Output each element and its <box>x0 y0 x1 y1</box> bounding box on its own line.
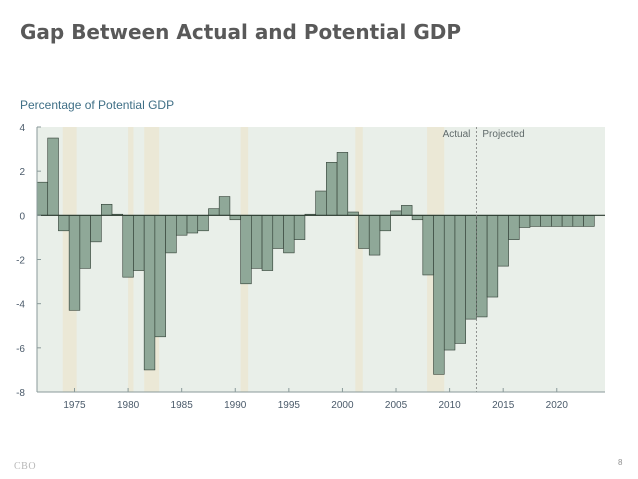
gdp-gap-bar <box>240 215 252 285</box>
gdp-gap-bar <box>261 215 274 271</box>
y-tick-label: 2 <box>19 167 25 178</box>
actual-annotation: Actual <box>443 129 471 140</box>
gdp-gap-bar <box>336 152 349 216</box>
gdp-gap-bar <box>486 215 499 298</box>
gdp-gap-bar <box>326 162 338 216</box>
gdp-gap-bar <box>551 215 563 227</box>
y-axis-label: Percentage of Potential GDP <box>20 98 174 112</box>
gdp-gap-bar <box>497 215 509 267</box>
x-tick-label: 1975 <box>63 400 86 411</box>
gdp-gap-bar <box>251 215 263 269</box>
y-tick-label: -8 <box>16 388 25 399</box>
gdp-gap-bar <box>79 215 91 269</box>
gdp-gap-bar <box>90 215 102 243</box>
gdp-gap-bar <box>443 215 456 351</box>
gdp-gap-bar <box>454 215 466 344</box>
gdp-gap-bar <box>283 215 295 254</box>
gdp-gap-bar <box>272 215 284 249</box>
gdp-gap-bar <box>218 196 231 216</box>
gdp-gap-bar <box>379 215 391 232</box>
gdp-gap-bar <box>583 215 595 227</box>
gdp-gap-bar <box>561 215 574 227</box>
x-tick-label: 1995 <box>278 400 301 411</box>
gdp-gap-bar <box>47 137 59 216</box>
gdp-gap-bar <box>540 215 552 227</box>
gdp-gap-bar <box>358 215 370 249</box>
gdp-gap-bar <box>401 205 413 216</box>
gdp-gap-bar <box>176 215 188 236</box>
gdp-gap-bar <box>229 215 241 221</box>
x-tick-label: 2020 <box>546 400 569 411</box>
gdp-gap-bar <box>143 215 156 371</box>
gdp-gap-bar <box>68 215 81 311</box>
y-tick-label: 4 <box>19 123 25 134</box>
gdp-gap-bar <box>433 215 445 375</box>
recession-band <box>355 127 363 392</box>
y-tick-label: -2 <box>16 256 25 267</box>
x-tick-label: 2010 <box>438 400 461 411</box>
gdp-gap-bar <box>315 190 327 216</box>
gdp-gap-bar <box>58 215 70 232</box>
x-tick-label: 2005 <box>385 400 408 411</box>
gdp-gap-bar <box>518 215 531 228</box>
gdp-gap-bar <box>208 208 220 216</box>
x-tick-label: 1990 <box>224 400 247 411</box>
gdp-gap-bar <box>186 215 199 234</box>
cbo-logo: CBO <box>14 461 37 472</box>
y-tick-label: -6 <box>16 344 25 355</box>
gdp-gap-bar <box>411 215 424 221</box>
y-axis-ticks: 4 2 0 -2 -4 -6 -8 <box>16 123 41 399</box>
slide-title: Gap Between Actual and Potential GDP <box>20 20 461 44</box>
gdp-gap-bar <box>101 203 113 216</box>
x-tick-label: 2000 <box>331 400 354 411</box>
gdp-gap-bar <box>165 215 177 254</box>
gdp-gap-bar <box>508 215 520 240</box>
x-tick-label: 2015 <box>492 400 515 411</box>
gdp-gap-bar <box>465 215 477 320</box>
gdp-gap-bar <box>422 215 434 276</box>
gdp-gap-bar <box>197 215 209 232</box>
plot-background <box>37 127 605 392</box>
gdp-gap-bar <box>133 215 145 271</box>
gdp-gap-bar <box>476 215 488 318</box>
x-tick-label: 1980 <box>117 400 140 411</box>
gdp-gap-bar <box>390 210 402 216</box>
y-tick-label: -4 <box>16 300 25 311</box>
gdp-gap-bar <box>368 215 381 256</box>
bars <box>36 137 595 375</box>
gdp-gap-bar <box>293 215 306 240</box>
x-tick-label: 1985 <box>171 400 194 411</box>
gdp-gap-bar <box>122 215 134 278</box>
page-number: 8 <box>618 458 623 467</box>
gdp-gap-bar <box>529 215 541 227</box>
projected-annotation: Projected <box>482 129 524 140</box>
gdp-gap-bar <box>36 181 49 216</box>
gdp-gap-bar <box>572 215 584 227</box>
x-axis-ticks: 1975 1980 1985 1990 1995 2000 2005 2010 2015 2020 <box>63 388 568 411</box>
gdp-gap-bar <box>154 215 166 338</box>
y-tick-label: 0 <box>19 211 25 222</box>
